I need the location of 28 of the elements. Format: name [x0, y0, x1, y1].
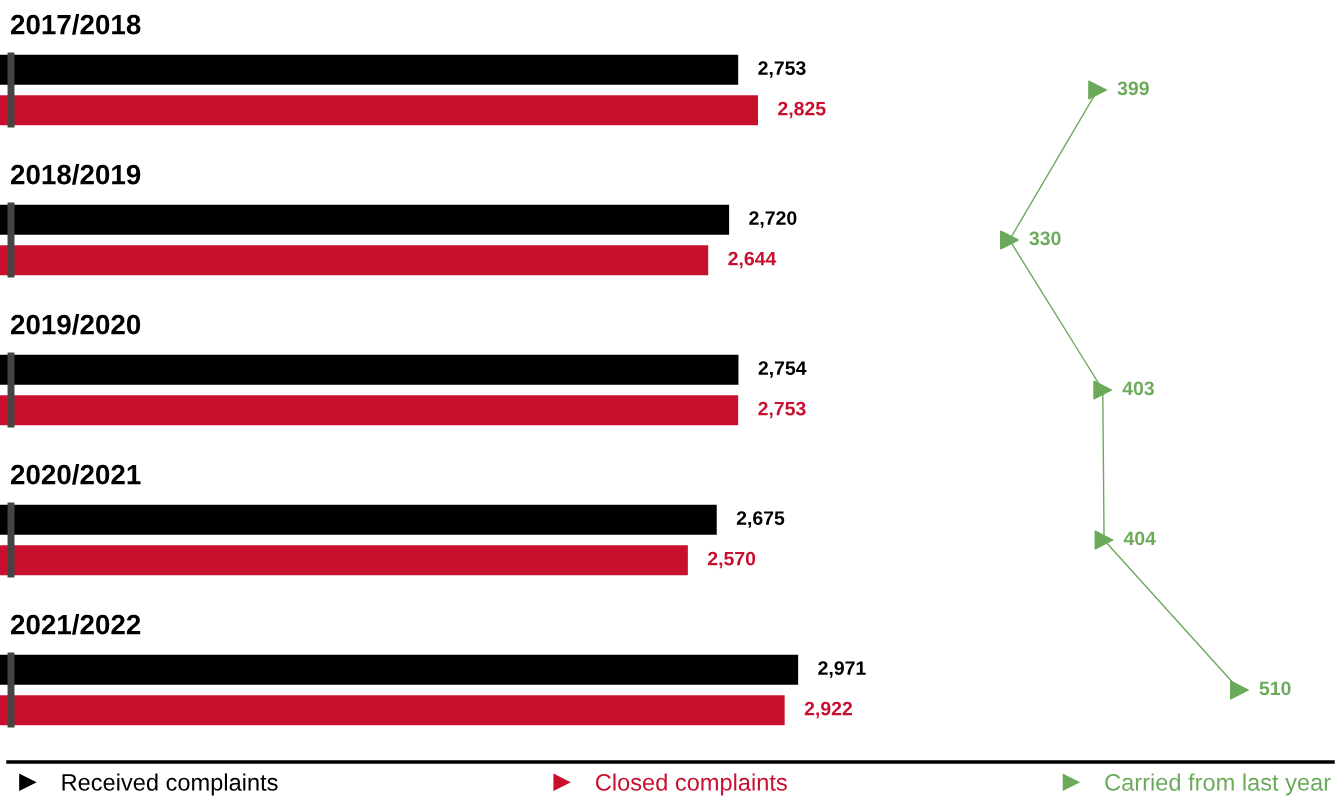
y-tick-label: 2017/2018	[10, 14, 141, 35]
data-label: 330	[1029, 231, 1061, 246]
data-label: 399	[1117, 81, 1149, 96]
legend-label: Closed complaints	[596, 773, 787, 796]
data-label: 2,922	[804, 701, 852, 719]
point	[1000, 230, 1019, 250]
data-label: 2,675	[736, 511, 785, 528]
data-label: 2,825	[778, 101, 826, 119]
y-tick-label: 2021/2022	[10, 614, 141, 635]
point	[1094, 530, 1114, 550]
data-label: 403	[1122, 381, 1154, 396]
point	[1093, 380, 1113, 400]
data-label: 2,971	[818, 661, 866, 678]
legend-label: Received complaints	[62, 773, 278, 796]
legend-label: Carried from last year	[1105, 773, 1331, 796]
y-tick-label: 2018/2019	[10, 164, 141, 185]
data-label: 2,754	[758, 361, 807, 378]
point	[1230, 680, 1249, 700]
y-tick-label: 2019/2020	[10, 314, 141, 335]
data-label: 2,753	[758, 61, 806, 78]
data-label: 2,644	[728, 251, 777, 269]
data-label: 2,720	[749, 211, 797, 228]
data-label: 2,570	[707, 551, 756, 569]
point	[1088, 80, 1108, 100]
data-label: 510	[1259, 681, 1291, 696]
data-label: 404	[1123, 531, 1156, 546]
y-tick-label: 2020/2021	[10, 464, 141, 485]
data-label: 2,753	[758, 401, 806, 419]
